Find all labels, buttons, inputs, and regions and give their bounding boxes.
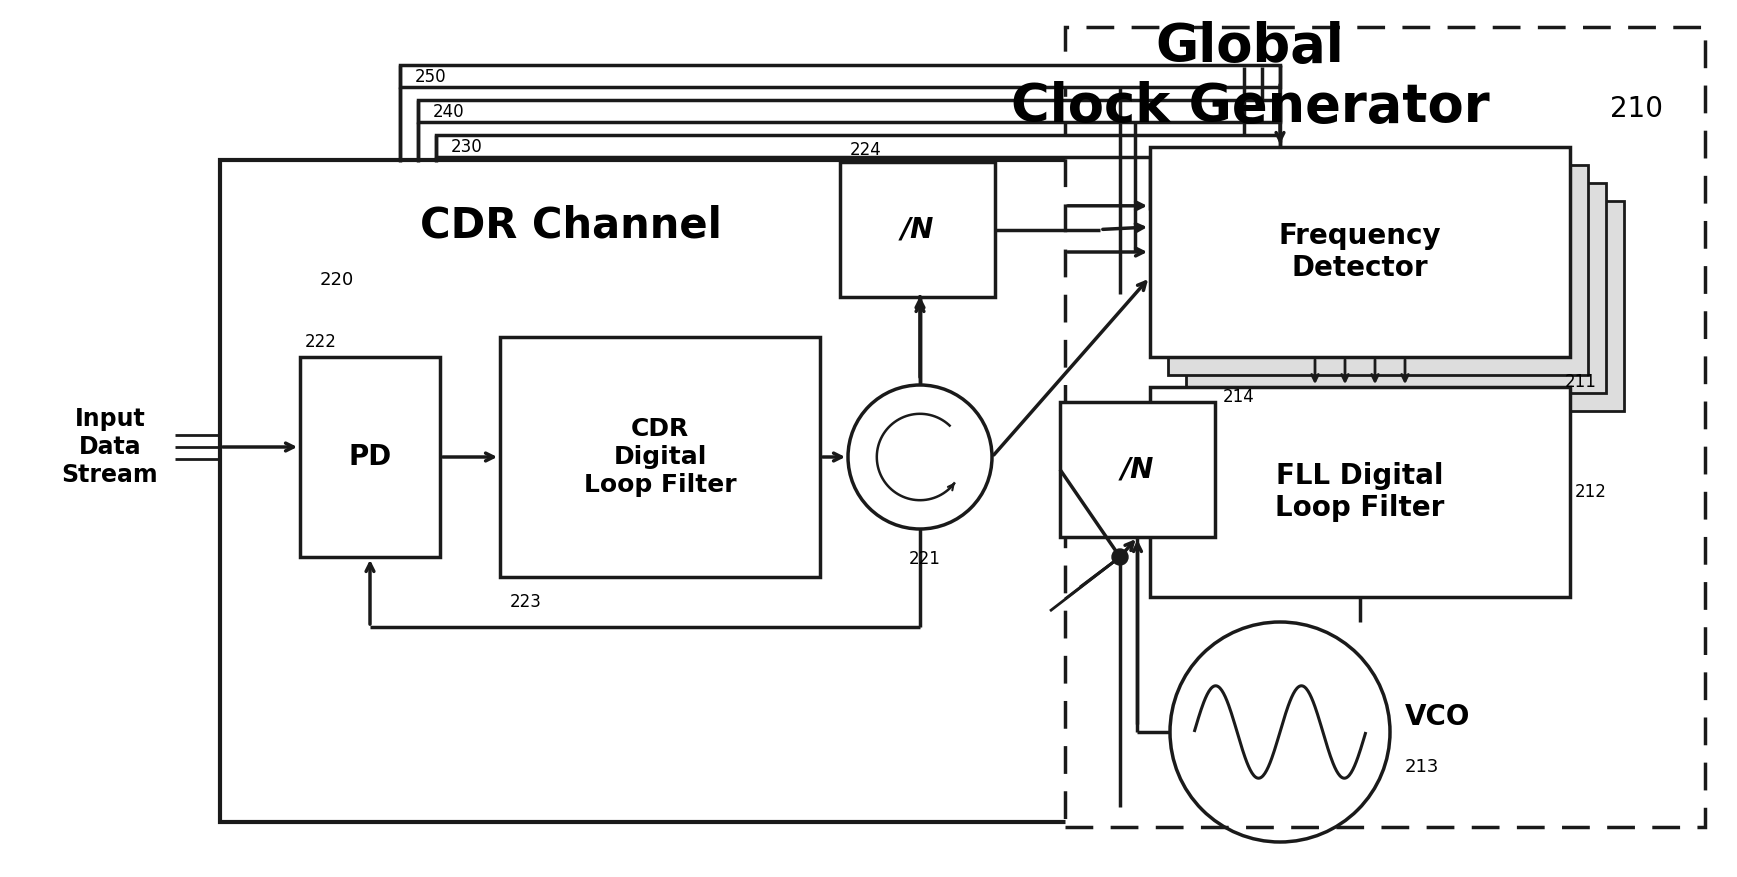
Text: 224: 224 xyxy=(849,141,882,159)
Bar xyxy=(1150,387,1570,597)
Text: Global: Global xyxy=(1155,21,1344,73)
Text: 230: 230 xyxy=(452,138,483,156)
Text: 240: 240 xyxy=(433,103,464,121)
Text: /N: /N xyxy=(902,216,935,244)
Bar xyxy=(500,337,820,577)
Bar xyxy=(1167,165,1588,375)
Text: /N: /N xyxy=(1120,455,1153,483)
Text: 221: 221 xyxy=(908,550,941,568)
Bar xyxy=(301,357,439,557)
Text: CDR
Digital
Loop Filter: CDR Digital Loop Filter xyxy=(584,417,736,496)
Text: 220: 220 xyxy=(320,271,354,289)
Text: Frequency
Detector: Frequency Detector xyxy=(1278,222,1442,282)
Text: 222: 222 xyxy=(306,333,337,351)
Bar xyxy=(1186,183,1607,393)
Bar xyxy=(221,160,1200,822)
Bar xyxy=(841,162,995,297)
Bar xyxy=(1204,201,1624,411)
Bar xyxy=(400,65,1280,87)
Text: 212: 212 xyxy=(1575,483,1607,501)
Circle shape xyxy=(1112,549,1127,565)
Bar xyxy=(1060,402,1214,537)
Text: Input
Data
Stream: Input Data Stream xyxy=(63,407,158,487)
Text: 213: 213 xyxy=(1405,758,1440,776)
Bar xyxy=(1150,147,1570,357)
Bar xyxy=(419,100,1280,122)
Text: 211: 211 xyxy=(1565,373,1596,391)
Text: PD: PD xyxy=(349,443,391,471)
Bar xyxy=(1065,27,1706,827)
Text: VCO: VCO xyxy=(1405,703,1471,731)
Text: CDR Channel: CDR Channel xyxy=(420,204,723,246)
Bar xyxy=(436,135,1280,157)
Text: 214: 214 xyxy=(1223,388,1254,406)
Text: FLL Digital
Loop Filter: FLL Digital Loop Filter xyxy=(1275,462,1445,522)
Text: 223: 223 xyxy=(511,593,542,611)
Text: 210: 210 xyxy=(1610,95,1662,123)
Text: Clock Generator: Clock Generator xyxy=(1011,81,1489,133)
Text: 250: 250 xyxy=(415,68,446,86)
